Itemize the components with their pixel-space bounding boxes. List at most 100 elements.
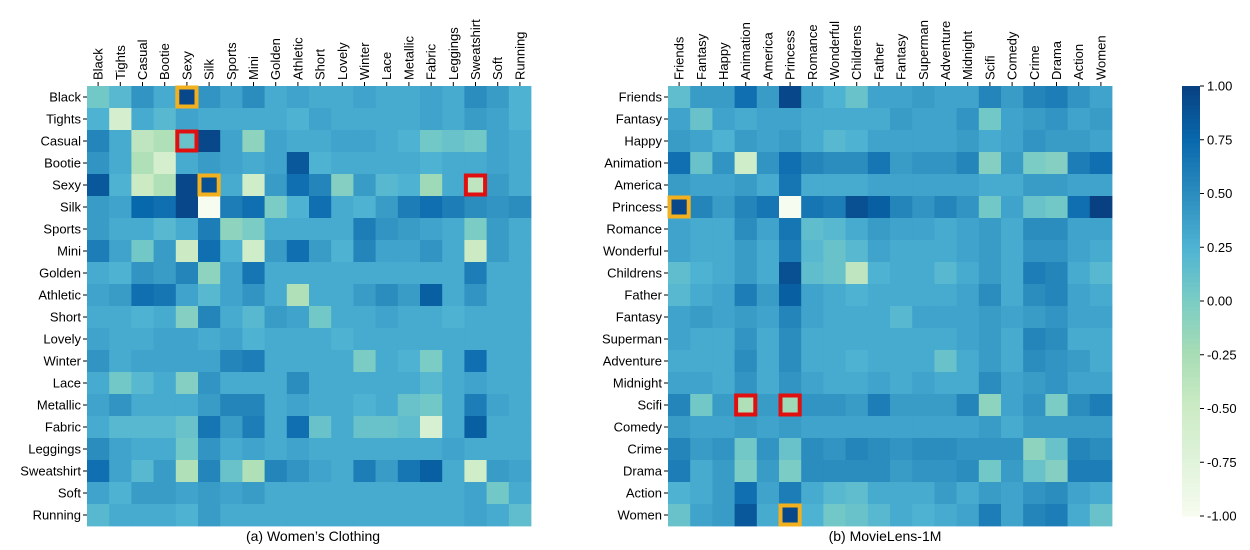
- heatmap-cell: [131, 504, 154, 527]
- heatmap-cell: [668, 416, 691, 439]
- heatmap-cell: [912, 284, 935, 307]
- heatmap-cell: [978, 460, 1002, 483]
- heatmap-cell: [890, 306, 913, 329]
- heatmap-cell: [845, 152, 869, 175]
- heatmap-cell: [801, 86, 824, 109]
- heatmap-cell: [779, 482, 802, 505]
- heatmap-cell: [442, 86, 465, 109]
- heatmap-cell: [756, 218, 780, 241]
- heatmap-cell: [779, 306, 802, 329]
- colorbar-tick-label: 0.00: [1207, 294, 1232, 309]
- heatmap-cell: [87, 108, 110, 131]
- heatmap-cell: [978, 218, 1002, 241]
- heatmap-cell: [464, 482, 487, 505]
- heatmap-cell: [734, 130, 758, 153]
- heatmap-cell: [1045, 306, 1068, 329]
- heatmap-cell: [1045, 218, 1068, 241]
- heatmap-cell: [801, 504, 824, 527]
- heatmap-cell: [87, 86, 110, 109]
- heatmap-cell: [845, 240, 869, 263]
- heatmap-cell: [823, 306, 846, 329]
- heatmap-cell: [486, 482, 510, 505]
- heatmap-cell: [153, 284, 177, 307]
- heatmap-cell: [978, 284, 1002, 307]
- colorbar-segment: [1182, 406, 1200, 412]
- heatmap-cell: [131, 482, 154, 505]
- heatmap-cell: [1001, 218, 1024, 241]
- heatmap-cell: [131, 262, 154, 285]
- heatmap-cell: [464, 86, 487, 109]
- heatmap-cell: [734, 460, 758, 483]
- heatmap-cell: [153, 240, 177, 263]
- heatmap-cell: [1023, 306, 1046, 329]
- colorbar-segment: [1182, 258, 1200, 264]
- colorbar-segment: [1182, 248, 1200, 254]
- heatmap-cell: [668, 482, 691, 505]
- heatmap-cell: [956, 394, 980, 417]
- heatmap-cell: [153, 262, 177, 285]
- heatmap-cell: [1001, 196, 1024, 219]
- heatmap-cell: [309, 218, 332, 241]
- heatmap-cell: [309, 416, 332, 439]
- heatmap-cell: [845, 372, 869, 395]
- heatmap-cell: [486, 350, 510, 373]
- heatmap-cell: [912, 152, 935, 175]
- heatmap-cell: [912, 108, 935, 131]
- heatmap-cell: [1023, 460, 1046, 483]
- heatmap-cell: [912, 240, 935, 263]
- heatmap-cell: [1045, 504, 1068, 527]
- heatmap-cell: [353, 218, 376, 241]
- heatmap-cell: [690, 482, 713, 505]
- colorbar-segment: [1182, 344, 1200, 350]
- heatmap-cell: [1067, 218, 1091, 241]
- heatmap-cell: [890, 482, 913, 505]
- colorbar-segment: [1182, 143, 1200, 149]
- heatmap-cell: [1089, 504, 1113, 527]
- heatmap-cell: [397, 328, 421, 351]
- heatmap-cell: [779, 240, 802, 263]
- heatmap-cell: [131, 130, 154, 153]
- colorbar-tick-label: -0.25: [1207, 347, 1237, 362]
- heatmap-cell: [309, 240, 332, 263]
- heatmap-cell: [867, 152, 891, 175]
- heatmap-cell: [956, 438, 980, 461]
- heatmap-cell: [131, 460, 154, 483]
- heatmap-cell: [442, 504, 465, 527]
- y-tick-label: Wonderful: [603, 244, 662, 259]
- colorbar-segment: [1182, 506, 1200, 512]
- y-tick-label: Sports: [43, 222, 81, 237]
- heatmap-cell: [486, 218, 510, 241]
- heatmap-cell: [912, 504, 935, 527]
- heatmap-cell: [712, 130, 735, 153]
- heatmap-cell: [464, 306, 487, 329]
- heatmap-cell: [375, 460, 399, 483]
- heatmap-cell: [331, 174, 354, 197]
- heatmap-cell: [242, 394, 265, 417]
- heatmap-cell: [823, 372, 846, 395]
- y-tick-label: Adventure: [603, 354, 662, 369]
- heatmap-cell: [353, 152, 376, 175]
- heatmap-cell: [486, 460, 510, 483]
- heatmap-cell: [286, 130, 310, 153]
- heatmap-cell: [442, 284, 465, 307]
- heatmap-cell: [508, 130, 532, 153]
- colorbar-segment: [1182, 186, 1200, 192]
- heatmap-cell: [1001, 460, 1024, 483]
- heatmap-cell: [867, 262, 891, 285]
- colorbar-segment: [1182, 492, 1200, 498]
- heatmap-cell: [956, 350, 980, 373]
- heatmap-cell: [823, 438, 846, 461]
- heatmap-cell: [175, 438, 199, 461]
- colorbar-segment: [1182, 100, 1200, 106]
- heatmap-cell: [375, 350, 399, 373]
- heatmap-cell: [198, 306, 221, 329]
- heatmap-cell: [464, 328, 487, 351]
- colorbar-segment: [1182, 124, 1200, 130]
- heatmap-cell: [353, 108, 376, 131]
- heatmap-cell: [420, 262, 443, 285]
- heatmap-cell: [175, 240, 199, 263]
- heatmap-cell: [198, 130, 221, 153]
- heatmap-cell: [734, 482, 758, 505]
- heatmap-cell: [420, 108, 443, 131]
- heatmap-cell: [1023, 482, 1046, 505]
